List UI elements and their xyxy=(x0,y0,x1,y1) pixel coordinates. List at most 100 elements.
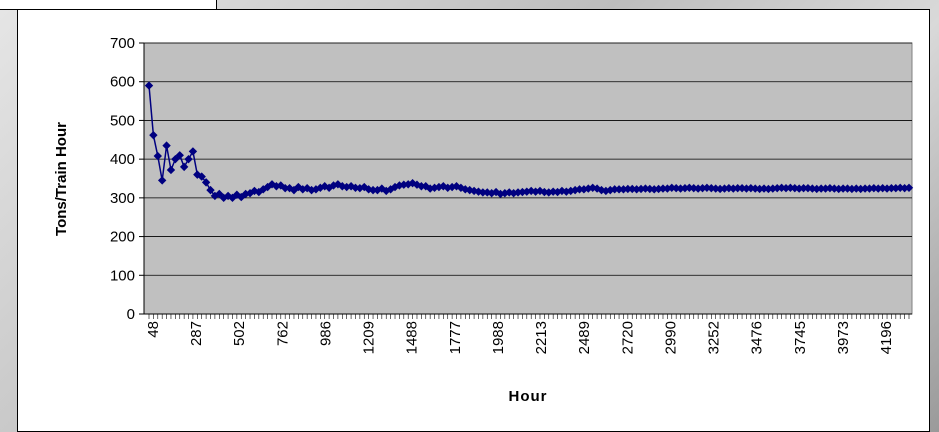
data-point-marker xyxy=(860,184,870,193)
y-tick-label: 200 xyxy=(110,229,135,246)
data-point-marker xyxy=(245,189,255,198)
data-point-marker xyxy=(623,184,633,194)
data-point-marker xyxy=(676,184,685,193)
data-point-marker xyxy=(179,162,189,172)
data-point-marker xyxy=(619,185,628,194)
data-point-marker xyxy=(650,185,659,194)
y-tick-label: 600 xyxy=(110,74,135,91)
data-point-marker xyxy=(386,185,395,194)
x-tick-label: 502 xyxy=(231,321,248,346)
data-point-marker xyxy=(904,183,914,192)
x-tick-label: 3476 xyxy=(749,321,766,354)
y-tick-label: 100 xyxy=(110,267,135,284)
x-tick-label: 1209 xyxy=(361,321,378,354)
data-point-marker xyxy=(685,183,694,192)
data-point-marker xyxy=(421,182,430,191)
x-tick-label: 3745 xyxy=(792,321,809,354)
data-point-marker xyxy=(812,184,821,194)
x-tick-label: 762 xyxy=(274,321,291,346)
data-point-marker xyxy=(166,165,176,175)
data-point-marker xyxy=(874,184,883,193)
data-point-marker xyxy=(311,185,321,194)
grid-lines xyxy=(144,42,912,276)
data-point-marker xyxy=(658,184,668,193)
x-tick-label: 48 xyxy=(145,321,162,338)
data-point-marker xyxy=(887,183,896,193)
x-tick-label: 2489 xyxy=(576,321,593,354)
y-tick-label: 400 xyxy=(110,151,135,168)
data-point-marker xyxy=(645,184,655,194)
data-point-marker xyxy=(588,183,597,192)
data-point-marker xyxy=(816,184,826,193)
data-point-marker xyxy=(825,183,835,193)
x-tick-label: 2990 xyxy=(662,321,679,354)
data-point-marker xyxy=(610,185,619,194)
x-axis-ticks: 48 287 502 762 986 1209 1488 1777 1988 2213 2489 27… xyxy=(145,314,910,354)
data-point-marker xyxy=(175,151,184,160)
y-axis-ticks: 0 100 200 300 400 500 600 700 xyxy=(110,35,144,323)
data-point-marker xyxy=(461,185,470,194)
data-point-marker xyxy=(838,184,848,193)
x-tick-label: 1488 xyxy=(404,321,421,354)
x-tick-label: 3973 xyxy=(835,321,852,354)
data-point-marker xyxy=(667,183,676,192)
data-point-marker xyxy=(320,182,329,191)
data-point-marker xyxy=(570,185,580,195)
data-point-marker xyxy=(280,183,290,193)
data-point-marker xyxy=(289,185,299,195)
plot-area xyxy=(143,42,913,315)
y-tick-label: 0 xyxy=(127,306,135,323)
x-tick-label: 3252 xyxy=(706,321,723,354)
data-point-marker xyxy=(364,185,373,194)
data-point-marker xyxy=(764,184,773,194)
data-point-marker xyxy=(509,189,518,198)
data-point-marker xyxy=(830,184,839,193)
x-axis-title: Hour xyxy=(509,388,548,405)
x-tick-label: 1988 xyxy=(490,321,507,354)
data-point-marker xyxy=(614,185,624,194)
data-point-marker xyxy=(373,185,382,195)
data-point-marker xyxy=(821,184,830,193)
y-tick-label: 500 xyxy=(110,112,135,129)
data-point-marker xyxy=(794,184,804,193)
data-point-marker xyxy=(201,178,211,187)
x-tick-label: 1777 xyxy=(447,321,464,354)
data-point-marker xyxy=(188,147,198,156)
data-point-marker xyxy=(768,184,778,193)
data-point-marker xyxy=(157,176,167,185)
y-axis-title: Tons/Train Hour xyxy=(53,122,70,236)
data-point-marker xyxy=(808,184,817,193)
data-point-marker xyxy=(368,185,378,195)
data-point-marker xyxy=(478,188,488,197)
data-point-marker xyxy=(584,184,593,193)
x-tick-label: 986 xyxy=(317,321,334,346)
data-point-marker xyxy=(237,192,246,202)
data-point-marker xyxy=(206,185,215,195)
data-point-marker xyxy=(834,184,843,194)
data-point-marker xyxy=(632,185,641,194)
data-point-marker xyxy=(575,185,584,194)
data-point-marker xyxy=(228,193,237,203)
x-tick-label: 4196 xyxy=(878,321,895,354)
x-tick-label: 2213 xyxy=(533,321,550,354)
data-point-marker xyxy=(803,183,813,193)
data-point-marker xyxy=(417,182,426,191)
data-point-marker xyxy=(865,184,874,193)
y-tick-label: 700 xyxy=(110,35,135,52)
x-tick-label: 287 xyxy=(188,321,205,346)
data-point-marker xyxy=(465,185,474,195)
data-point-marker xyxy=(338,182,347,191)
data-point-marker xyxy=(592,184,602,193)
data-point-marker xyxy=(597,185,606,195)
data-point-marker xyxy=(197,172,206,181)
data-point-marker xyxy=(628,184,637,194)
data-point-marker xyxy=(636,184,646,194)
data-point-marker xyxy=(149,130,158,140)
data-point-marker xyxy=(786,183,795,192)
data-point-marker xyxy=(153,151,162,161)
data-point-marker xyxy=(799,183,808,193)
data-point-marker xyxy=(579,185,589,194)
y-tick-label: 300 xyxy=(110,190,135,207)
data-point-marker xyxy=(781,183,791,193)
